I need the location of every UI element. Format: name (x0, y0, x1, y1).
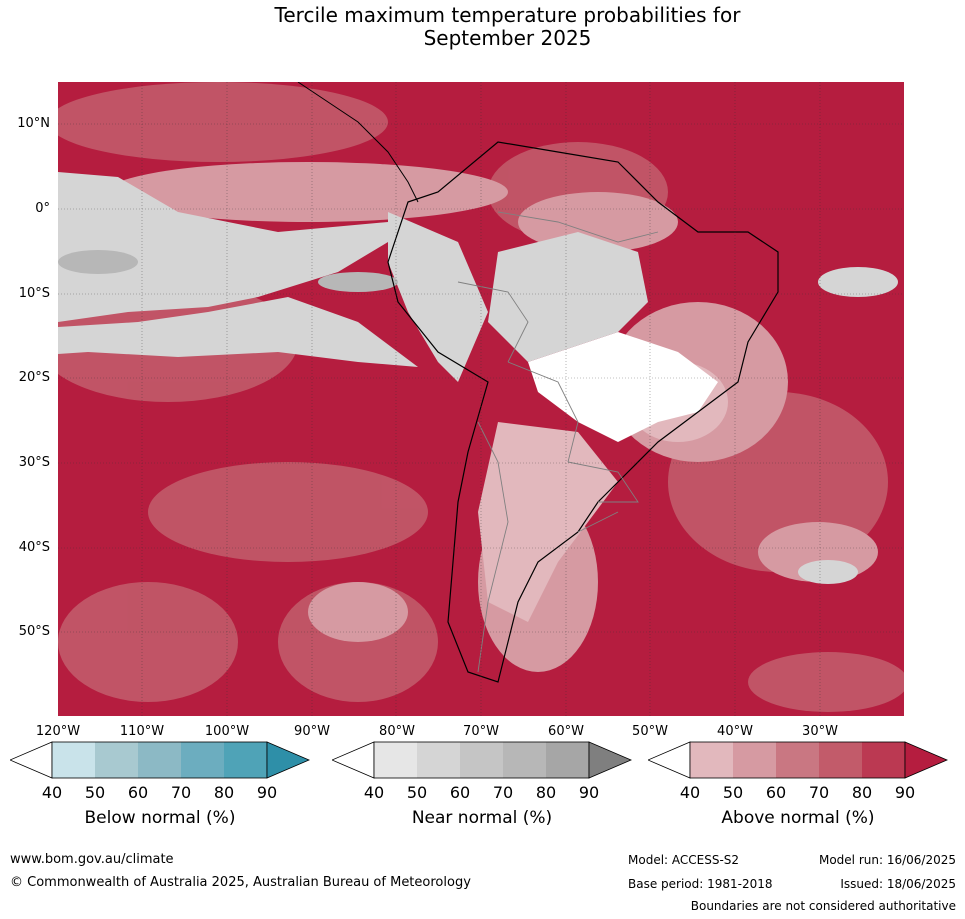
central-america-coastline (297, 82, 419, 203)
colorbar-max-triangle (588, 741, 632, 779)
colorbar-segment (546, 742, 589, 778)
colorbar-tick-label: 90 (256, 783, 278, 802)
colorbar-min-triangle (648, 741, 691, 779)
colorbar-tick-label: 60 (449, 783, 471, 802)
colorbar-tick-label: 60 (127, 783, 149, 802)
colorbar-segment (417, 742, 460, 778)
colorbar-segment (690, 742, 733, 778)
colorbar-tick-label: 50 (406, 783, 428, 802)
longitude-label: 110°W (119, 724, 165, 739)
colorbar-segment (819, 742, 862, 778)
colorbar-title: Above normal (%) (721, 808, 875, 828)
longitude-label: 40°W (717, 724, 753, 739)
colorbar-segment (776, 742, 819, 778)
near-normal-brazil-region (488, 232, 648, 362)
map-title: Tercile maximum temperature probabilitie… (0, 4, 965, 50)
graticule (58, 82, 904, 716)
title-line-2: September 2025 (423, 26, 592, 50)
longitude-label: 70°W (463, 724, 499, 739)
colorbar-max-triangle (904, 741, 948, 779)
model-text: Model: ACCESS-S2 (628, 853, 740, 867)
longitude-label: 100°W (204, 724, 250, 739)
colorbar-tick-label: 80 (851, 783, 873, 802)
colorbar-tick-label: 50 (722, 783, 744, 802)
colorbar-tick-label: 70 (492, 783, 514, 802)
near-normal-region (58, 172, 898, 584)
longitude-label: 120°W (35, 724, 81, 739)
colorbar-tick-label: 70 (170, 783, 192, 802)
colorbar-segment (374, 742, 417, 778)
longitude-label: 50°W (632, 724, 668, 739)
colorbar-tick-label: 70 (808, 783, 830, 802)
latitude-label: 40°S (18, 540, 50, 555)
base-period-text: Base period: 1981-2018 (628, 877, 773, 891)
colorbar-tick-label: 80 (213, 783, 235, 802)
colorbar-segment (862, 742, 905, 778)
colorbar-segment (95, 742, 138, 778)
longitude-label: 80°W (379, 724, 415, 739)
latitude-label: 0° (35, 201, 50, 216)
country-boundaries (457, 211, 659, 673)
latitude-label: 10°S (18, 286, 50, 301)
colorbar-tick-label: 50 (84, 783, 106, 802)
longitude-label: 60°W (548, 724, 584, 739)
colorbar-segment (733, 742, 776, 778)
colorbar-segment (181, 742, 224, 778)
website-link[interactable]: www.bom.gov.au/climate (10, 852, 174, 867)
colorbar-min-triangle (10, 741, 53, 779)
model-run-text: Model run: 16/06/2025 (818, 853, 956, 867)
colorbar-max-triangle (266, 741, 310, 779)
colorbar-min-triangle (332, 741, 375, 779)
colorbar-tick-label: 90 (578, 783, 600, 802)
near-normal-high-region (58, 250, 398, 292)
colorbar (332, 741, 632, 779)
title-line-1: Tercile maximum temperature probabilitie… (274, 3, 741, 27)
colorbar-segment (138, 742, 181, 778)
colorbar-tick-label: 40 (679, 783, 701, 802)
disclaimer-text: Boundaries are not considered authoritat… (690, 899, 956, 913)
longitude-label: 90°W (294, 724, 330, 739)
colorbar-tick-label: 80 (535, 783, 557, 802)
colorbar-segment (460, 742, 503, 778)
colorbar-tick-label: 90 (894, 783, 916, 802)
colorbar (10, 741, 310, 779)
latitude-label: 30°S (18, 455, 50, 470)
colorbar-tick-label: 40 (41, 783, 63, 802)
probability-map (58, 82, 904, 716)
issued-text: Issued: 18/06/2025 (840, 877, 956, 891)
colorbar-segment (224, 742, 267, 778)
latitude-label: 20°S (18, 370, 50, 385)
colorbar-segment (503, 742, 546, 778)
latitude-label: 50°S (18, 624, 50, 639)
colorbar-title: Near normal (%) (411, 808, 553, 828)
colorbar-tick-label: 40 (363, 783, 385, 802)
copyright-text: © Commonwealth of Australia 2025, Austra… (10, 875, 471, 890)
colorbar-title: Below normal (%) (84, 808, 236, 828)
latitude-label: 10°N (17, 116, 50, 131)
colorbar (648, 741, 948, 779)
colorbar-segment (52, 742, 95, 778)
colorbar-tick-label: 60 (765, 783, 787, 802)
low-signal-region (528, 332, 718, 442)
longitude-label: 30°W (802, 724, 838, 739)
